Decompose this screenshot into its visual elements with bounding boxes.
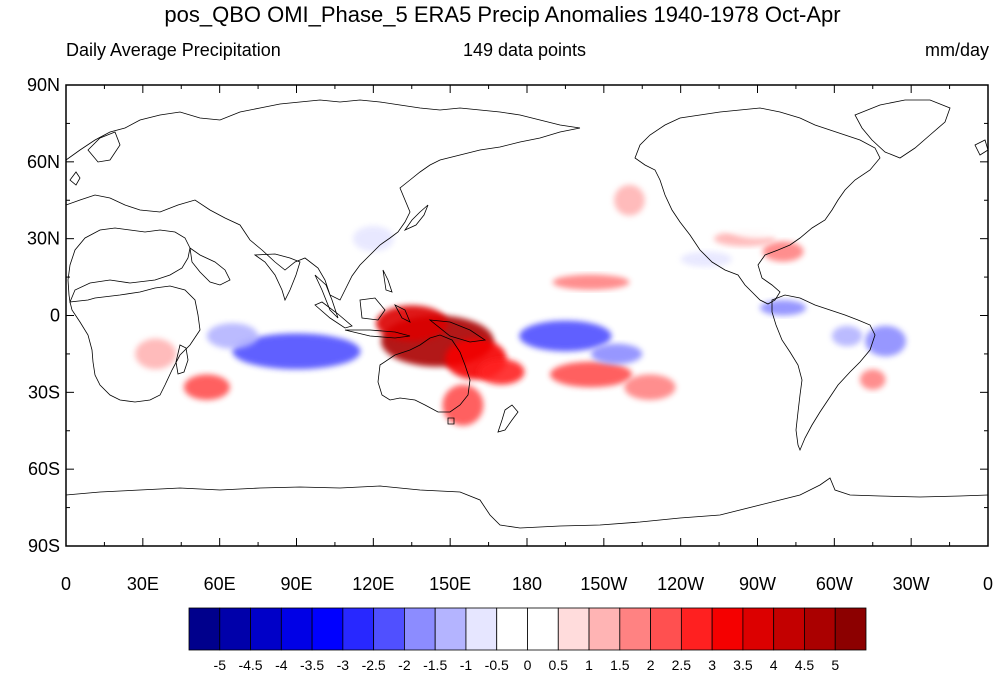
coastlines (66, 99, 988, 529)
anomaly-field (66, 184, 907, 429)
map-frame (65, 84, 989, 547)
colorbar-swatch (219, 607, 251, 651)
colorbar-label: 0 (524, 657, 532, 673)
colorbar-label: 5 (831, 657, 839, 673)
anomaly-region (760, 300, 807, 316)
anomaly-region (865, 325, 907, 357)
colorbar-label: -0.5 (485, 657, 509, 673)
colorbar-swatch (311, 607, 344, 651)
anomaly-region (135, 338, 177, 370)
lon-tick-label: 0 (983, 574, 993, 594)
colorbar-label: -3.5 (300, 657, 324, 673)
colorbar-label: 1.5 (610, 657, 630, 673)
colorbar-swatch (250, 607, 282, 651)
colorbar-label: 2.5 (672, 657, 692, 673)
colorbar-swatch (557, 607, 590, 651)
colorbar-label: -2.5 (362, 657, 386, 673)
anomaly-region (550, 361, 633, 388)
lon-tick-label: 150E (429, 574, 471, 594)
colorbar-label: -4 (275, 657, 288, 673)
colorbar-label: -4.5 (238, 657, 262, 673)
colorbar-swatch (619, 607, 651, 651)
colorbar-label: -1.5 (423, 657, 447, 673)
anomaly-region (552, 274, 630, 290)
figure-title: pos_QBO OMI_Phase_5 ERA5 Precip Anomalie… (164, 2, 841, 27)
colorbar-swatch (650, 607, 682, 651)
lon-tick-label: 30E (127, 574, 159, 594)
colorbar-swatch (804, 607, 836, 651)
lat-tick-label: 30N (27, 229, 60, 249)
lon-tick-label: 150W (580, 574, 627, 594)
lon-tick-label: 30W (893, 574, 930, 594)
lat-tick-label: 90S (28, 536, 60, 556)
colorbar-label: -3 (337, 657, 350, 673)
colorbar-swatch (588, 607, 621, 651)
colorbar-label: -5 (214, 657, 227, 673)
anomaly-region (614, 184, 645, 216)
lon-tick-label: 90E (280, 574, 312, 594)
colorbar-label: -1 (460, 657, 473, 673)
colorbar-label: 3.5 (733, 657, 753, 673)
anomaly-region (624, 374, 676, 401)
anomaly-region (183, 374, 230, 401)
lon-tick-label: 180 (512, 574, 542, 594)
colorbar-label: 4 (770, 657, 778, 673)
subtitle-right: mm/day (924, 40, 989, 60)
colorbar: -5 -4.5 -4 -3.5 -3 -2.5 -2 -1.5 -1 -0.5 0 0.5 1 1.5 2 2… (188, 607, 867, 673)
lon-tick-label: 120E (352, 574, 394, 594)
anomaly-region (442, 384, 484, 426)
colorbar-swatch (373, 607, 405, 651)
anomaly-region (591, 343, 643, 365)
anomaly-region (680, 251, 732, 267)
anomaly-region (762, 241, 804, 262)
colorbar-swatch (834, 607, 867, 651)
colorbar-label: 2 (647, 657, 655, 673)
colorbar-swatch (465, 607, 498, 651)
colorbar-label: 1 (585, 657, 593, 673)
colorbar-swatch (527, 607, 559, 651)
anomaly-region (719, 197, 796, 239)
colorbar-label: 3 (708, 657, 716, 673)
colorbar-swatch (434, 607, 467, 651)
colorbar-swatch (773, 607, 805, 651)
colorbar-swatch (188, 607, 221, 651)
anomaly-region (352, 225, 394, 252)
anomaly-region (478, 359, 525, 385)
colorbar-swatch (342, 607, 375, 651)
colorbar-label: -2 (398, 657, 411, 673)
subtitle-center: 149 data points (462, 40, 587, 60)
colorbar-swatch (711, 607, 744, 651)
longitude-axis: 0 30E 60E 90E 120E 150E 180 150W 120W 90W 60W 30W 0 (61, 85, 993, 594)
colorbar-swatch (404, 607, 436, 651)
colorbar-swatch (680, 607, 713, 651)
colorbar-label: 4.5 (795, 657, 815, 673)
colorbar-label: 0.5 (549, 657, 569, 673)
lat-tick-label: 0 (50, 306, 60, 326)
anomaly-region (859, 369, 886, 390)
anomaly-region (831, 325, 863, 347)
lat-tick-label: 60N (27, 152, 60, 172)
anomaly-region (66, 407, 169, 429)
colorbar-swatch (742, 607, 775, 651)
anomaly-region (206, 323, 259, 349)
lat-tick-label: 60S (28, 459, 60, 479)
colorbar-swatch (496, 607, 528, 651)
latitude-axis: 90N 60N 30N 0 30S 60S 90S (27, 75, 988, 556)
subtitle-left: Daily Average Precipitation (66, 40, 281, 60)
lat-tick-label: 90N (27, 75, 60, 95)
lon-tick-label: 60W (816, 574, 853, 594)
anomaly-region (232, 333, 361, 370)
lon-tick-label: 90W (739, 574, 776, 594)
lat-tick-label: 30S (28, 382, 60, 402)
colorbar-swatch (280, 607, 313, 651)
lon-tick-label: 60E (204, 574, 236, 594)
lon-tick-label: 0 (61, 574, 71, 594)
anomaly-region (519, 320, 612, 352)
lon-tick-label: 120W (657, 574, 704, 594)
